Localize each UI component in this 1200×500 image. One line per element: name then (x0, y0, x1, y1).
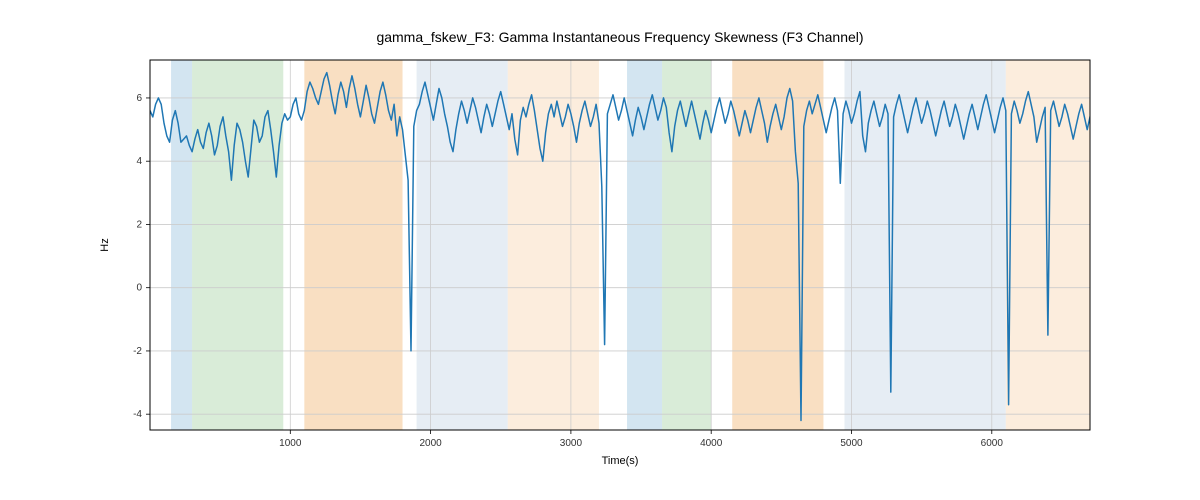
x-tick-label: 5000 (840, 438, 863, 449)
x-tick-label: 2000 (419, 438, 442, 449)
y-tick-label: -2 (133, 346, 142, 357)
x-tick-label: 6000 (981, 438, 1004, 449)
y-tick-label: 0 (136, 283, 142, 294)
x-tick-label: 3000 (560, 438, 583, 449)
y-tick-label: 2 (136, 219, 142, 230)
y-axis-label: Hz (99, 238, 111, 251)
x-tick-label: 4000 (700, 438, 723, 449)
x-tick-label: 1000 (279, 438, 302, 449)
y-tick-label: 6 (136, 93, 142, 104)
y-tick-label: 4 (136, 156, 142, 167)
line-chart: 1000 2000 3000 4000 5000 6000 -4 -2 0 2 4 6 Time(s) H… (0, 0, 1200, 500)
region (304, 60, 402, 430)
chart-title: gamma_fskew_F3: Gamma Instantaneous Freq… (376, 29, 863, 45)
x-axis-label: Time(s) (602, 455, 639, 467)
y-tick-label: -4 (133, 409, 142, 420)
region (192, 60, 283, 430)
